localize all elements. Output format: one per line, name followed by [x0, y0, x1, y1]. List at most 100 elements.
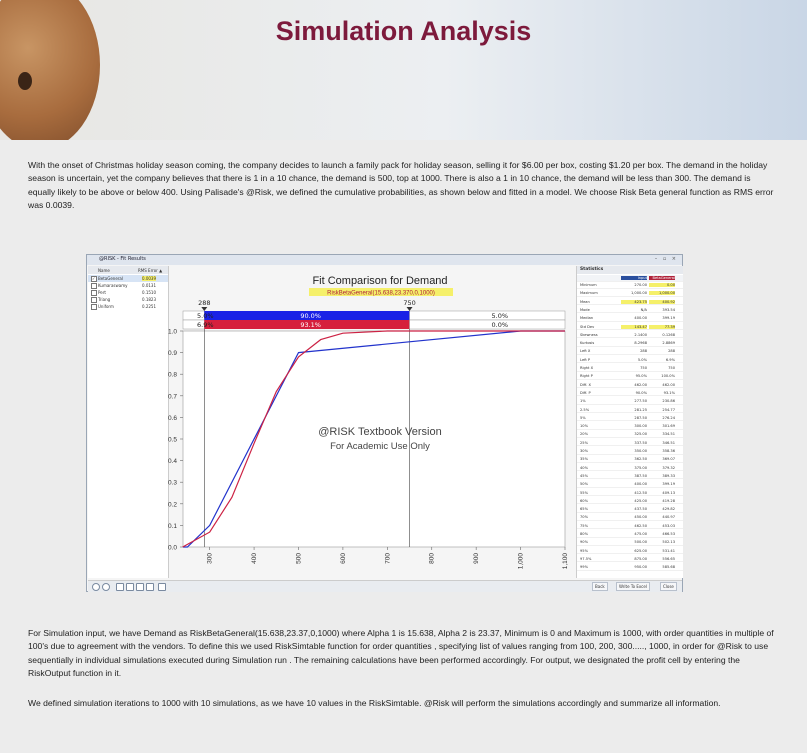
- fit-name: Kumaraswamy: [98, 283, 128, 288]
- bottom-left-pct: 6.9%: [197, 321, 214, 329]
- fit-ranking-list: Name RMS Error ▲ ✓ BetaGeneral 0.0039 Kumar…: [88, 266, 169, 578]
- stat-fit-value: 409.13: [662, 490, 675, 495]
- statistics-row: Std Dev 143.47 77.39: [577, 324, 683, 331]
- stat-input-value: 750: [640, 366, 647, 370]
- statistics-row: 10% 300.00 301.69: [577, 423, 683, 430]
- table-icon[interactable]: [158, 583, 166, 591]
- stat-label: Std Dev: [580, 324, 595, 329]
- stat-fit-value: 453.03: [662, 523, 675, 528]
- stat-fit-value: 399.19: [662, 316, 675, 321]
- stat-fit-value: 2.8869: [662, 341, 675, 346]
- stat-label: 95%: [580, 548, 588, 553]
- write-to-excel-button[interactable]: Write To Excel: [616, 582, 650, 591]
- window-controls[interactable]: – ▫ ×: [654, 256, 678, 262]
- stat-label: Skewness: [580, 332, 598, 337]
- statistics-row: 97.5% 875.00 556.65: [577, 556, 683, 563]
- statistics-row: Maximum 1,000.00 1,000.00: [577, 290, 683, 297]
- stat-fit-value: 230.86: [662, 399, 675, 404]
- stat-label: 70%: [580, 515, 588, 520]
- stat-input-value: 500.00: [634, 540, 647, 545]
- stat-input-value: 5.0%: [637, 357, 647, 362]
- window-titlebar: @RISK - Fit Results – ▫ ×: [87, 255, 682, 265]
- stat-fit-value: 346.51: [662, 440, 675, 445]
- difference-icon[interactable]: [146, 583, 154, 591]
- col-name-header[interactable]: Name: [98, 268, 110, 273]
- stat-fit-value: 288: [668, 349, 675, 354]
- stat-input-value: 300.00: [634, 424, 647, 429]
- statistics-row: 80% 475.00 466.53: [577, 531, 683, 538]
- stat-label: Maximum: [580, 291, 598, 296]
- stat-fit-value: 462.00: [662, 382, 675, 387]
- chart-subtitle: RiskBetaGeneral(15.638,23.370,0,1000): [327, 291, 435, 297]
- stat-input-value: 462.50: [634, 523, 647, 528]
- statistics-row: Kurtosis 8.2968 2.8869: [577, 340, 683, 347]
- zoom-icon[interactable]: [92, 583, 100, 591]
- stat-input-value: 1,000.00: [630, 291, 647, 296]
- top-bar-right: [409, 310, 566, 321]
- fit-checkbox[interactable]: [91, 297, 97, 303]
- cumulative-icon[interactable]: [136, 583, 144, 591]
- y-tick-label: 0.2: [168, 501, 177, 508]
- stat-input-value: 875.00: [634, 556, 647, 561]
- stat-fit-value: 334.51: [662, 432, 675, 437]
- x-tick-label: 600: [340, 553, 347, 564]
- stat-input-value: 325.00: [634, 432, 647, 437]
- stat-label: 40%: [580, 465, 588, 470]
- stat-label: Diff. X: [580, 382, 591, 387]
- statistics-header: Statistics: [577, 266, 683, 274]
- fit-checkbox[interactable]: [91, 290, 97, 296]
- fit-list-row[interactable]: Triang 0.1823: [88, 296, 168, 303]
- fit-name: BetaGeneral: [98, 276, 123, 281]
- settings-icon[interactable]: [102, 583, 110, 591]
- statistics-row: 40% 375.00 379.32: [577, 465, 683, 472]
- stat-fit-value: 276.24: [662, 415, 675, 420]
- stat-label: Kurtosis: [580, 341, 595, 346]
- statistics-row: 30% 350.00 358.36: [577, 448, 683, 455]
- stat-input-value: 400.00: [634, 316, 647, 321]
- fit-checkbox[interactable]: [91, 283, 97, 289]
- y-tick-label: 0.9: [168, 350, 177, 357]
- stat-input-value: 412.50: [634, 490, 647, 495]
- statistics-row: Skewness 2.1400 0.1268: [577, 332, 683, 339]
- stat-fit-value: 502.13: [662, 540, 675, 545]
- stat-fit-value: 399.19: [662, 482, 675, 487]
- histogram-icon[interactable]: [126, 583, 134, 591]
- statistics-row: Minimum 270.00 0.00: [577, 282, 683, 289]
- stat-input-value: 90.0%: [635, 390, 647, 395]
- stat-input-value: 337.50: [634, 440, 647, 445]
- fit-name: Triang: [98, 297, 111, 302]
- stat-label: 80%: [580, 532, 588, 536]
- col-rms-header[interactable]: RMS Error ▲: [138, 268, 163, 273]
- fit-list-row[interactable]: Kumaraswamy 0.0131: [88, 282, 168, 289]
- fit-list-header: Name RMS Error ▲: [88, 266, 168, 274]
- stat-input-value: 95.0%: [635, 374, 647, 379]
- fit-list-row[interactable]: ✓ BetaGeneral 0.0039: [88, 275, 168, 282]
- stat-input-value: 8.2968: [634, 341, 647, 346]
- stat-fit-value: 531.41: [662, 548, 675, 553]
- window-toolbar: Back Write To Excel Close: [88, 580, 682, 592]
- stat-label: 5%: [580, 415, 586, 420]
- stat-input-value: 362.50: [634, 457, 647, 462]
- chart-title: Fit Comparison for Demand: [312, 275, 447, 287]
- graph-type-icon[interactable]: [116, 583, 124, 591]
- statistics-row: Median 400.00 399.19: [577, 315, 683, 322]
- statistics-col-headers: Input BetaGeneral: [577, 275, 683, 282]
- x-tick-label: 1,000: [518, 553, 525, 570]
- stat-fit-value: 556.65: [662, 556, 675, 561]
- stat-fit-value: 100.0%: [661, 374, 675, 379]
- top-bar-middle: [204, 311, 410, 320]
- fit-checkbox[interactable]: [91, 304, 97, 310]
- fit-list-row[interactable]: Uniform 0.2251: [88, 303, 168, 310]
- statistics-row: 5% 287.50 276.24: [577, 415, 683, 422]
- fit-checkbox[interactable]: ✓: [91, 276, 97, 282]
- back-button[interactable]: Back: [592, 582, 608, 591]
- stat-fit-value: 1,000.00: [649, 291, 675, 296]
- stat-input-value: 425.00: [634, 498, 647, 503]
- close-button[interactable]: Close: [660, 582, 677, 591]
- window-title: @RISK - Fit Results: [99, 256, 146, 262]
- stat-label: Left X: [580, 349, 591, 354]
- stat-label: 75%: [580, 523, 588, 528]
- stat-label: 25%: [580, 440, 588, 445]
- fit-list-row[interactable]: Pert 0.1510: [88, 289, 168, 296]
- statistics-row: Left X 288 288: [577, 348, 683, 355]
